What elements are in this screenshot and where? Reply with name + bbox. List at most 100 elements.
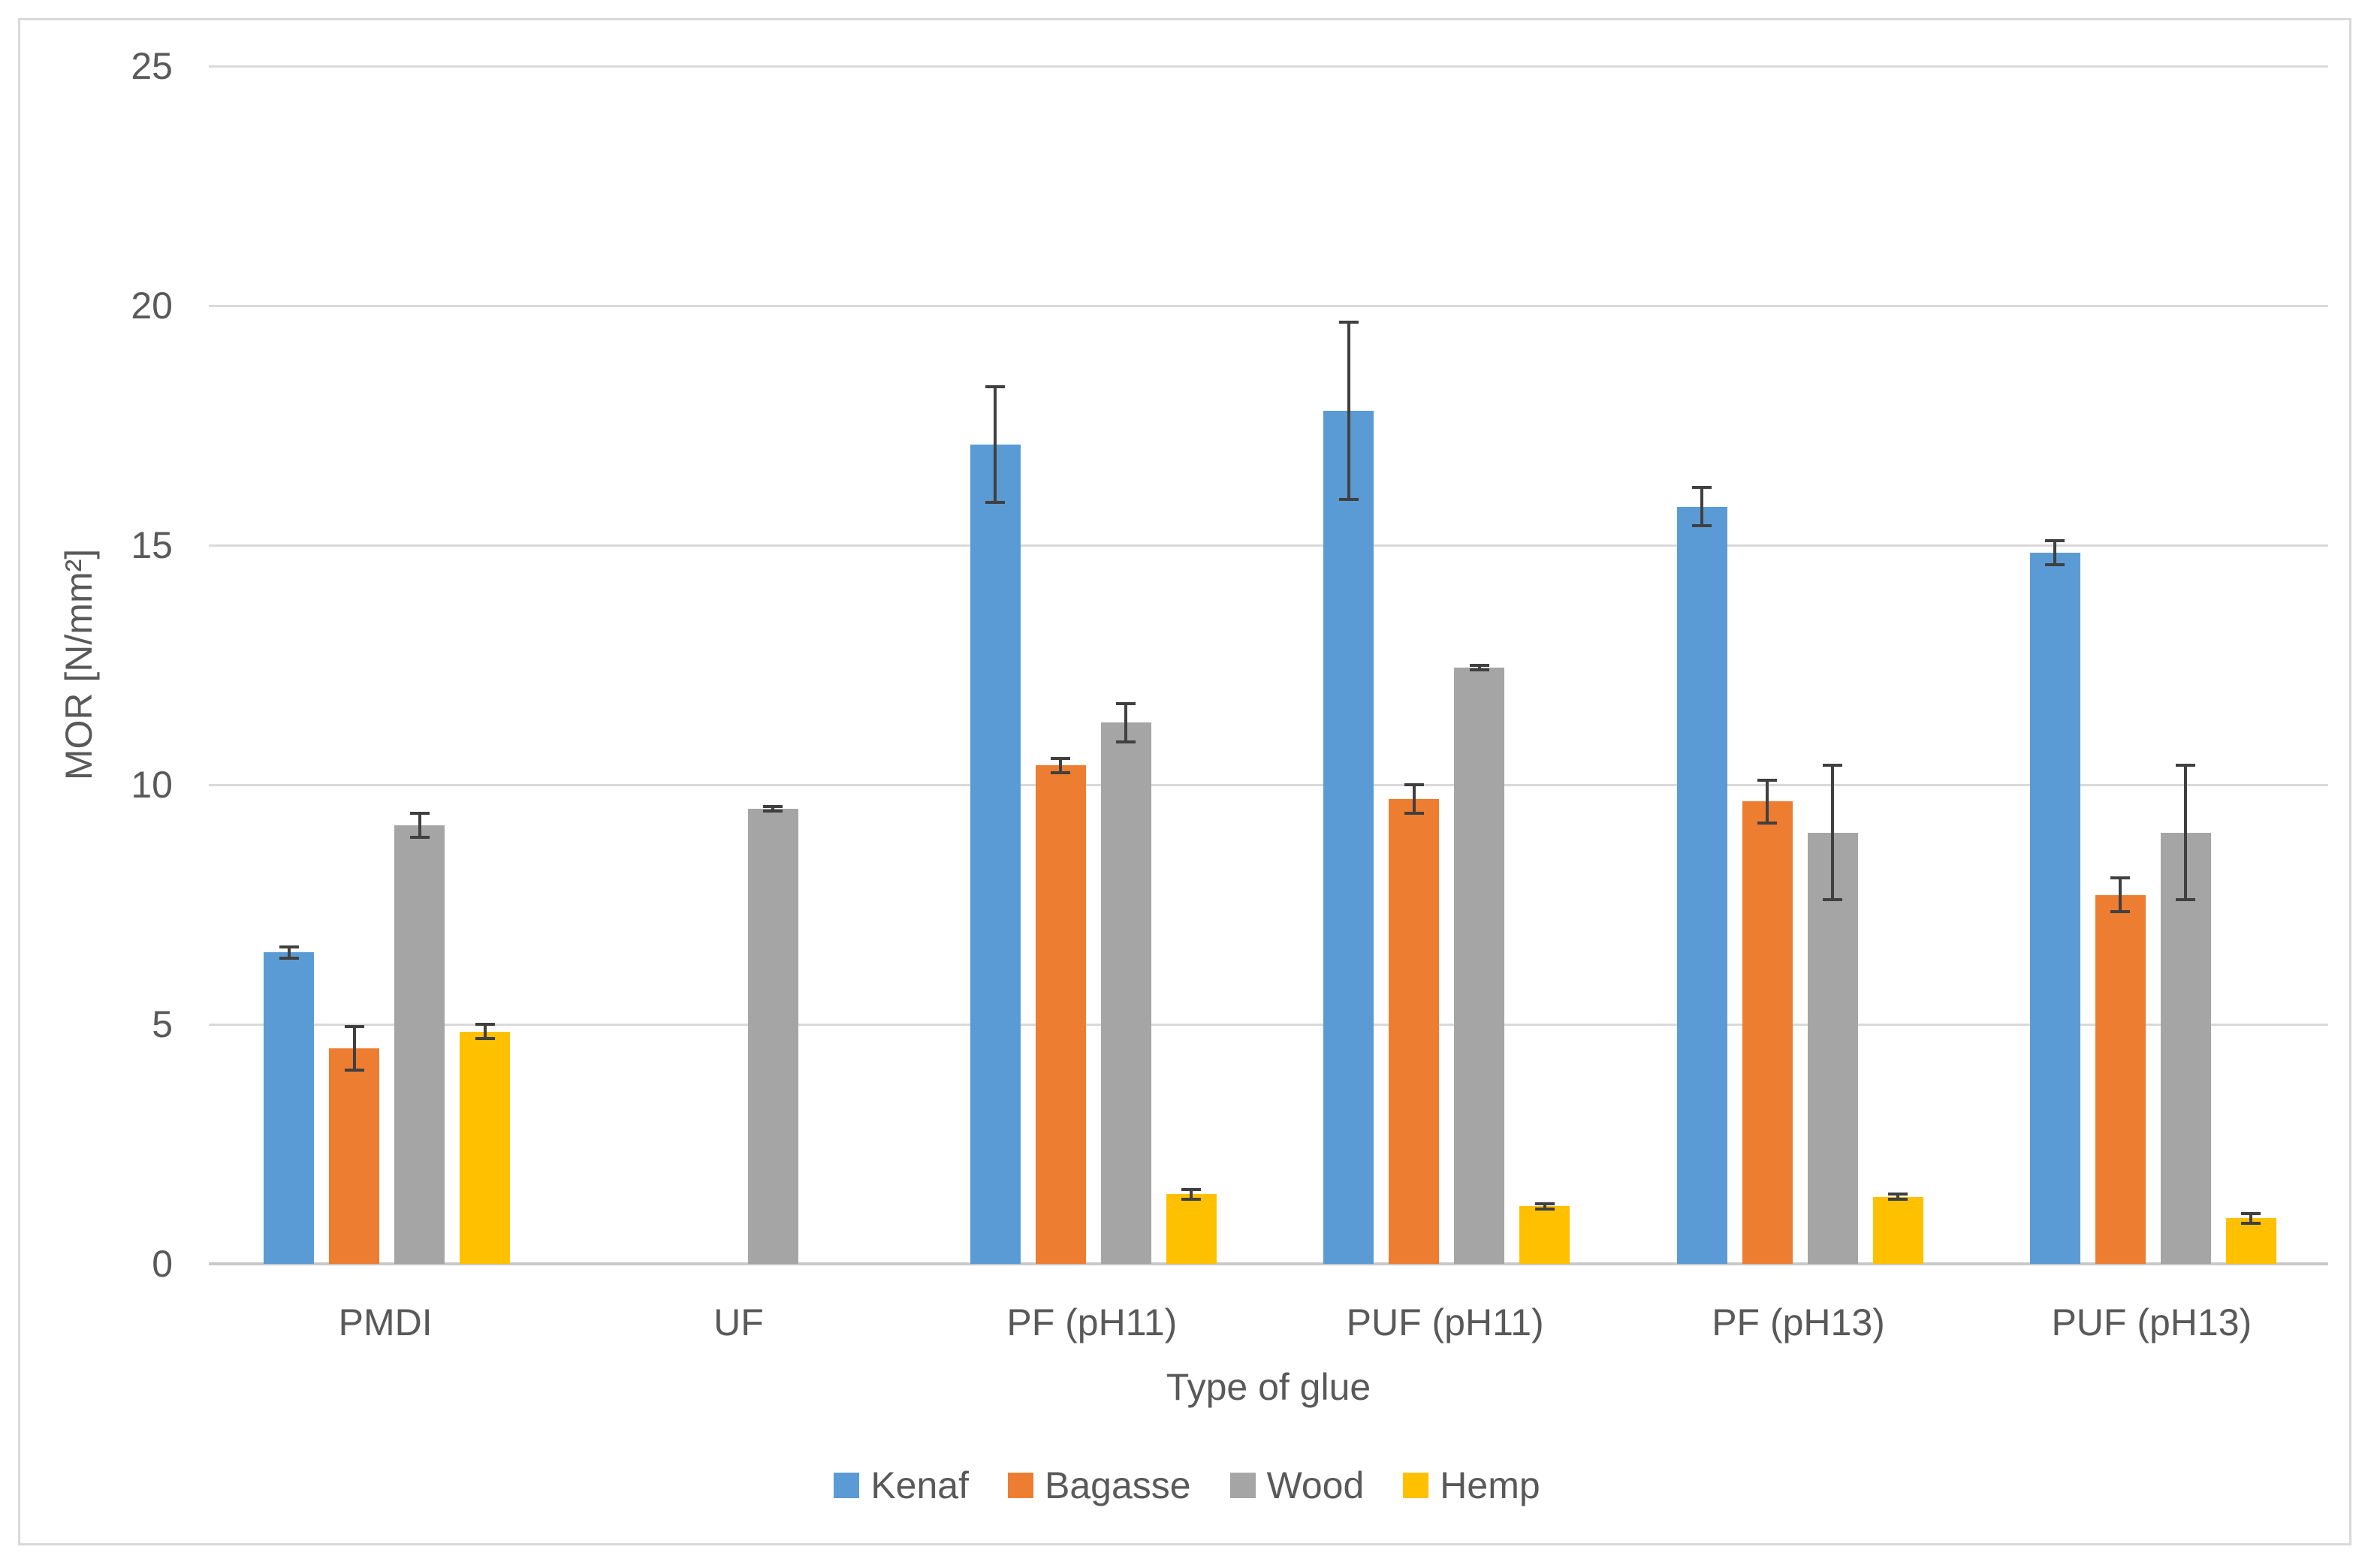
bar-bagasse-3 bbox=[1035, 765, 1086, 1264]
error-cap-top-hemp-5 bbox=[1888, 1193, 1908, 1196]
x-tick-label-6: PUF (pH13) bbox=[2051, 1301, 2252, 1343]
error-bar-wood-6 bbox=[2184, 765, 2188, 900]
error-cap-bottom-wood-1 bbox=[409, 836, 430, 840]
y-axis-title: MOR [N/mm²] bbox=[58, 548, 100, 781]
legend-label-kenaf: Kenaf bbox=[870, 1464, 969, 1506]
error-bar-bagasse-4 bbox=[1412, 785, 1416, 814]
error-cap-top-kenaf-1 bbox=[279, 945, 299, 948]
error-cap-bottom-kenaf-6 bbox=[2045, 562, 2065, 566]
legend-label-hemp: Hemp bbox=[1440, 1464, 1540, 1506]
legend-item-kenaf: Kenaf bbox=[834, 1464, 969, 1506]
error-bar-bagasse-5 bbox=[1766, 779, 1769, 824]
legend-swatch-wood bbox=[1229, 1473, 1256, 1498]
error-cap-bottom-wood-4 bbox=[1469, 668, 1489, 671]
error-cap-bottom-wood-2 bbox=[763, 810, 783, 813]
error-cap-top-kenaf-6 bbox=[2045, 538, 2065, 542]
y-tick-label-25: 25 bbox=[131, 45, 173, 87]
error-bar-hemp-1 bbox=[483, 1024, 487, 1039]
error-cap-top-bagasse-3 bbox=[1051, 756, 1071, 760]
x-tick-label-5: PF (pH13) bbox=[1712, 1301, 1885, 1343]
error-bar-wood-2 bbox=[771, 806, 774, 812]
error-cap-top-bagasse-6 bbox=[2110, 876, 2131, 880]
legend-label-bagasse: Bagasse bbox=[1044, 1464, 1191, 1506]
error-cap-top-wood-2 bbox=[763, 804, 783, 808]
error-bar-bagasse-1 bbox=[352, 1027, 356, 1070]
x-tick-label-4: PUF (pH11) bbox=[1346, 1301, 1544, 1343]
legend-item-bagasse: Bagasse bbox=[1007, 1464, 1191, 1506]
bar-wood-5 bbox=[1807, 832, 1858, 1264]
legend-swatch-kenaf bbox=[834, 1473, 860, 1498]
bar-bagasse-1 bbox=[329, 1048, 380, 1264]
gridline-25 bbox=[209, 65, 2328, 68]
error-bar-hemp-4 bbox=[1543, 1204, 1546, 1209]
error-cap-top-kenaf-5 bbox=[1692, 486, 1712, 490]
error-cap-bottom-bagasse-5 bbox=[1757, 822, 1777, 825]
error-cap-bottom-kenaf-3 bbox=[985, 500, 1006, 504]
error-bar-hemp-3 bbox=[1190, 1190, 1193, 1199]
y-tick-label-20: 20 bbox=[131, 285, 173, 327]
bar-kenaf-6 bbox=[2029, 552, 2080, 1264]
y-tick-label-15: 15 bbox=[131, 524, 173, 566]
error-bar-bagasse-6 bbox=[2119, 878, 2122, 912]
error-cap-top-bagasse-4 bbox=[1404, 783, 1424, 786]
error-cap-top-kenaf-4 bbox=[1338, 321, 1359, 324]
bar-wood-2 bbox=[747, 808, 798, 1264]
bar-wood-4 bbox=[1454, 667, 1505, 1264]
error-cap-top-wood-3 bbox=[1116, 701, 1136, 705]
error-cap-bottom-bagasse-4 bbox=[1404, 812, 1424, 816]
bar-hemp-3 bbox=[1166, 1194, 1217, 1264]
bar-wood-3 bbox=[1100, 722, 1151, 1264]
error-cap-bottom-bagasse-6 bbox=[2110, 910, 2131, 914]
error-cap-top-wood-4 bbox=[1469, 663, 1489, 667]
gridline-5 bbox=[209, 1024, 2328, 1026]
error-cap-bottom-bagasse-3 bbox=[1051, 771, 1071, 775]
x-tick-label-2: UF bbox=[713, 1301, 764, 1343]
bar-hemp-4 bbox=[1519, 1206, 1570, 1264]
legend-label-wood: Wood bbox=[1266, 1464, 1365, 1506]
y-tick-label-5: 5 bbox=[152, 1003, 173, 1045]
legend-item-wood: Wood bbox=[1229, 1464, 1365, 1506]
error-cap-top-bagasse-1 bbox=[344, 1025, 364, 1029]
x-tick-label-1: PMDI bbox=[338, 1301, 433, 1343]
error-cap-bottom-bagasse-1 bbox=[344, 1068, 364, 1072]
error-cap-top-wood-6 bbox=[2176, 764, 2196, 767]
error-bar-kenaf-1 bbox=[287, 946, 291, 958]
error-cap-top-kenaf-3 bbox=[985, 385, 1006, 389]
error-cap-top-hemp-4 bbox=[1534, 1202, 1555, 1206]
legend-item-hemp: Hemp bbox=[1403, 1464, 1540, 1506]
error-cap-top-wood-1 bbox=[409, 812, 430, 816]
y-tick-label-0: 0 bbox=[152, 1243, 173, 1285]
error-bar-wood-5 bbox=[1831, 765, 1834, 900]
bar-kenaf-3 bbox=[970, 445, 1021, 1264]
gridline-15 bbox=[209, 544, 2328, 547]
bar-hemp-5 bbox=[1872, 1196, 1923, 1264]
bar-bagasse-4 bbox=[1389, 799, 1440, 1264]
error-cap-bottom-hemp-4 bbox=[1534, 1207, 1555, 1211]
error-bar-kenaf-4 bbox=[1347, 322, 1350, 500]
y-tick-label-10: 10 bbox=[131, 764, 173, 806]
x-axis-title: Type of glue bbox=[1166, 1366, 1371, 1408]
legend-swatch-hemp bbox=[1403, 1473, 1429, 1498]
gridline-20 bbox=[209, 305, 2328, 307]
bar-bagasse-6 bbox=[2095, 894, 2146, 1264]
bar-kenaf-4 bbox=[1323, 411, 1374, 1264]
bar-hemp-1 bbox=[460, 1031, 511, 1264]
error-bar-hemp-6 bbox=[2249, 1214, 2253, 1223]
error-cap-top-hemp-6 bbox=[2241, 1212, 2261, 1215]
error-cap-bottom-hemp-1 bbox=[475, 1037, 495, 1041]
error-cap-bottom-hemp-6 bbox=[2241, 1221, 2261, 1225]
error-cap-bottom-wood-5 bbox=[1823, 898, 1842, 902]
bar-bagasse-5 bbox=[1742, 801, 1793, 1264]
error-bar-hemp-5 bbox=[1896, 1194, 1899, 1199]
error-cap-top-wood-5 bbox=[1823, 764, 1842, 767]
error-cap-bottom-hemp-3 bbox=[1181, 1197, 1202, 1201]
x-axis-baseline bbox=[209, 1262, 2328, 1265]
error-cap-bottom-kenaf-4 bbox=[1338, 498, 1359, 502]
gridline-10 bbox=[209, 784, 2328, 786]
error-bar-bagasse-3 bbox=[1059, 758, 1063, 773]
error-cap-top-hemp-1 bbox=[475, 1023, 495, 1026]
error-bar-wood-1 bbox=[418, 813, 421, 838]
bar-kenaf-1 bbox=[264, 952, 315, 1264]
error-cap-bottom-kenaf-5 bbox=[1692, 524, 1712, 528]
